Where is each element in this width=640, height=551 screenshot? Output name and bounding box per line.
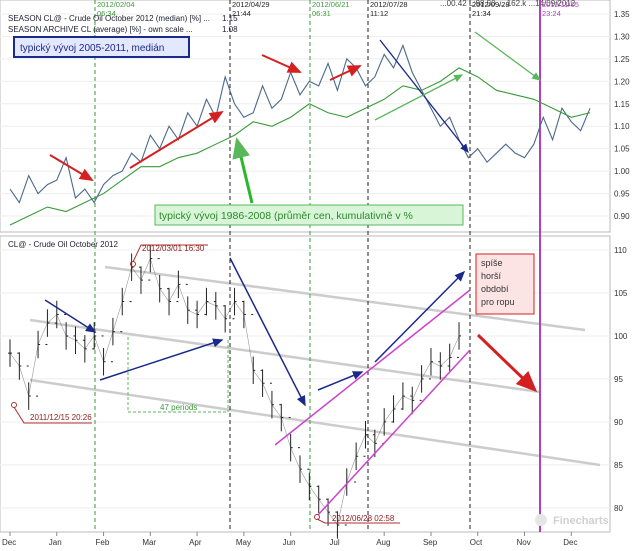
arrow-red-1 [49,154,94,182]
x-tick-label: Jul [329,538,339,547]
lower-y-tick-label: 95 [614,375,623,384]
event-time-label: 11:12 [370,9,388,18]
upper-y-tick-label: 1.00 [614,167,630,176]
high-callout-text: 2012/03/01 16:30 [142,244,205,253]
seasonal-series-line [9,43,591,204]
x-tick-label: Oct [470,538,483,547]
arrow-blue-5 [374,270,466,363]
arrow-green-2 [474,31,542,81]
upper-legend-2: SEASON ARCHIVE CL (average) [%] - own sc… [8,25,193,34]
event-time-label: 06:34 [97,9,116,18]
blue-annotation-box: typický vývoj 2005-2011, medián [13,36,190,58]
high-callout: 2012/03/01 16:30 [130,244,208,267]
upper-y-tick-label: 0.90 [614,212,630,221]
x-tick-label: Jan [49,538,62,547]
x-tick-label: Jun [283,538,296,547]
trend-channel-lines [29,265,601,467]
event-date-label: 2012/11/05 [542,0,579,9]
upper-legend-1-value: 1.15 [222,14,238,23]
x-tick-label: Mar [142,538,156,547]
lower-y-tick-label: 85 [614,461,623,470]
arrow-red-2 [129,110,224,169]
x-tick-label: Dec [563,538,577,547]
x-tick-label: May [236,538,251,547]
upper-y-tick-label: 0.95 [614,190,630,199]
event-date-label: 2012/07/28 [370,0,408,9]
arrow-red-big [476,333,538,393]
event-time-label: 23:24 [542,9,561,18]
lower-legend: CL@ - Crude Oil October 2012 [8,240,118,249]
low-callout-2: 2012/06/28 02:58 [314,514,400,524]
event-date-label: 2012/04/29 [232,0,270,9]
arrow-red-3 [261,54,302,73]
lower-y-tick-label: 100 [614,332,628,341]
x-axis: Dec Jan Feb Mar Apr May Jun Jul Aug Sep Oct Nov Dec [2,532,578,547]
blue-annotation-text: typický vývoj 2005-2011, medián [20,43,164,54]
green-annotation-text: typický vývoj 1986-2008 (průměr cen, kum… [159,210,413,222]
top-values: ...00.42 L:98.50 ... 162.k ...14/09/2012 [440,0,576,8]
seasonal-series [9,43,591,226]
arrow-blue-upper [379,39,469,154]
watermark-text: Finecharts [553,515,609,527]
x-tick-label: Sep [423,538,438,547]
low-callout-2-text: 2012/06/28 02:58 [332,514,395,523]
red-annotation-line-4: pro ropu [481,297,515,307]
upper-pane [0,0,611,233]
upper-legend: SEASON CL@ - Crude Oil October 2012 (med… [8,14,238,34]
event-time-label: 21:44 [232,9,251,18]
red-annotation-line-1: spíše [481,258,503,268]
arrow-green-1 [374,74,464,121]
event-date-label: 2012/06/21 [312,0,350,9]
periods-bracket: 47 periods [127,337,229,413]
arrow-green-big [232,137,254,204]
upper-y-tick-label: 1.10 [614,122,630,131]
seasonal-series-line [9,67,591,226]
low-callout-1: 2011/12/15 20:26 [11,402,92,424]
finecharts-logo: Finecharts [535,514,609,527]
x-tick-label: Aug [376,538,390,547]
upper-y-tick-label: 1.30 [614,32,630,41]
lower-y-tick-label: 80 [614,504,623,513]
arrow-blue-3 [229,257,306,407]
red-annotation-line-2: horší [481,271,502,281]
x-tick-label: Dec [2,538,16,547]
arrow-blue-2 [99,338,224,381]
event-date-label: 2012/09/28 [472,0,510,9]
red-annotation-line-3: období [481,284,509,294]
arrow-red-4 [329,65,362,81]
upper-y-tick-label: 1.25 [614,55,630,64]
arrow-blue-4 [317,371,364,391]
x-tick-label: Feb [96,538,110,547]
periods-label: 47 periods [160,403,197,412]
upper-y-tick-label: 1.35 [614,10,630,19]
event-date-label: 2012/02/04 [97,0,135,9]
annotation-arrows [44,31,542,407]
arrow-blue-1 [44,299,97,333]
wedge-lines [274,289,471,516]
lower-y-tick-label: 110 [614,246,627,255]
green-annotation-box: typický vývoj 1986-2008 (průměr cen, kum… [154,204,464,226]
lower-y-tick-label: 105 [614,289,628,298]
event-time-label: 21:34 [472,9,491,18]
red-annotation-box: spíše horší období pro ropu [475,253,535,315]
upper-y-tick-label: 1.20 [614,77,630,86]
low-callout-1-text: 2011/12/15 20:26 [30,413,92,422]
upper-legend-2-value: 1.08 [222,25,238,34]
upper-y-axis: 0.90 0.95 1.00 1.05 1.10 1.15 1.20 1.25 1.30 1.35 [614,10,630,221]
upper-legend-1: SEASON CL@ - Crude Oil October 2012 (med… [8,14,210,23]
x-tick-label: Nov [517,538,531,547]
x-tick-label: Apr [189,538,202,547]
price-series [8,244,462,539]
lower-y-tick-label: 90 [614,418,623,427]
upper-y-tick-label: 1.05 [614,145,630,154]
lower-y-axis: 80 85 90 95 100 105 110 [614,246,628,513]
upper-y-tick-label: 1.15 [614,100,630,109]
event-time-label: 06:31 [312,9,331,18]
